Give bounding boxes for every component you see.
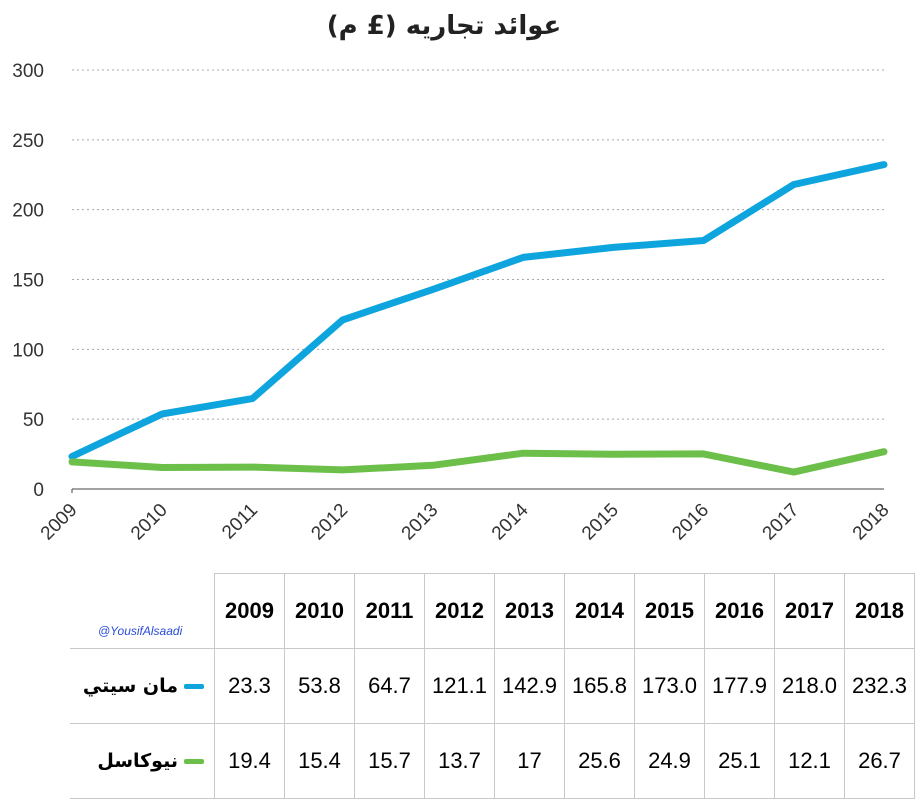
value-cell: 15.7	[354, 723, 425, 799]
y-tick-label: 100	[12, 340, 44, 361]
y-tick-label: 0	[33, 480, 44, 501]
x-tick-label: 2009	[37, 500, 82, 545]
value-cell: 142.9	[494, 648, 565, 724]
year-header: 2018	[844, 573, 915, 649]
year-header: 2016	[704, 573, 775, 649]
value-cell: 25.1	[704, 723, 775, 799]
series-label-man-city: مان سيتي	[70, 648, 215, 724]
value-cell: 165.8	[564, 648, 635, 724]
value-cell: 177.9	[704, 648, 775, 724]
chart-title: عوائد تجاريه (£ م)	[327, 11, 562, 41]
value-cell: 121.1	[424, 648, 495, 724]
x-tick-label: 2016	[668, 500, 713, 545]
table-header-row: @YousifAlsaadi 2009 2010 2011 2012 2013 2014 2…	[70, 573, 915, 649]
year-header: 2010	[284, 573, 355, 649]
x-tick-label: 2011	[218, 500, 262, 544]
y-tick-label: 50	[23, 410, 44, 431]
value-cell: 13.7	[424, 723, 495, 799]
series-name: نيوكاسل	[97, 750, 178, 772]
year-header: 2013	[494, 573, 565, 649]
x-tick-label: 2017	[759, 500, 804, 545]
year-header: 2009	[214, 573, 285, 649]
value-cell: 26.7	[844, 723, 915, 799]
value-cell: 24.9	[634, 723, 705, 799]
x-tick-label: 2010	[127, 500, 172, 545]
year-header: 2011	[354, 573, 425, 649]
x-tick-label: 2012	[307, 500, 352, 545]
year-header: 2017	[774, 573, 845, 649]
year-header: 2012	[424, 573, 495, 649]
credit-cell: @YousifAlsaadi	[70, 573, 215, 649]
value-cell: 53.8	[284, 648, 355, 724]
data-table: @YousifAlsaadi 2009 2010 2011 2012 2013 2014 2…	[70, 573, 915, 799]
y-tick-label: 300	[12, 61, 44, 82]
value-cell: 17	[494, 723, 565, 799]
x-tick-label: 2015	[578, 500, 623, 545]
series-line-0	[68, 161, 888, 460]
series-name: مان سيتي	[82, 675, 178, 697]
line-chart: عوائد تجاريه (£ م) 0 50 100 150 200 250 300 20…	[12, 11, 894, 545]
series-label-newcastle: نيوكاسل	[70, 723, 215, 799]
series-lines	[68, 161, 888, 476]
value-cell: 64.7	[354, 648, 425, 724]
y-tick-label: 150	[12, 271, 44, 292]
year-header: 2014	[564, 573, 635, 649]
y-axis: 0 50 100 150 200 250 300	[12, 61, 44, 501]
value-cell: 19.4	[214, 723, 285, 799]
value-cell: 12.1	[774, 723, 845, 799]
value-cell: 25.6	[564, 723, 635, 799]
x-axis: 2009 2010 2011 2012 2013 2014 2015 2016 2017 2018	[37, 488, 894, 545]
value-cell: 15.4	[284, 723, 355, 799]
table-row-newcastle: نيوكاسل 19.4 15.4 15.7 13.7 17 25.6 24.9 25.1 12…	[70, 723, 915, 799]
value-cell: 173.0	[634, 648, 705, 724]
series-line-1	[68, 448, 888, 476]
legend-swatch-green	[184, 759, 204, 764]
y-tick-label: 250	[12, 131, 44, 152]
table-row-man-city: مان سيتي 23.3 53.8 64.7 121.1 142.9 165.8 173.…	[70, 648, 915, 724]
gridlines	[72, 69, 884, 420]
x-tick-label: 2018	[849, 500, 894, 545]
value-cell: 218.0	[774, 648, 845, 724]
x-tick-label: 2013	[398, 500, 443, 545]
value-cell: 23.3	[214, 648, 285, 724]
y-tick-label: 200	[12, 201, 44, 222]
value-cell: 232.3	[844, 648, 915, 724]
year-header: 2015	[634, 573, 705, 649]
x-tick-label: 2014	[488, 499, 533, 544]
credit-text: @YousifAlsaadi	[98, 624, 183, 638]
legend-swatch-blue	[184, 684, 204, 689]
